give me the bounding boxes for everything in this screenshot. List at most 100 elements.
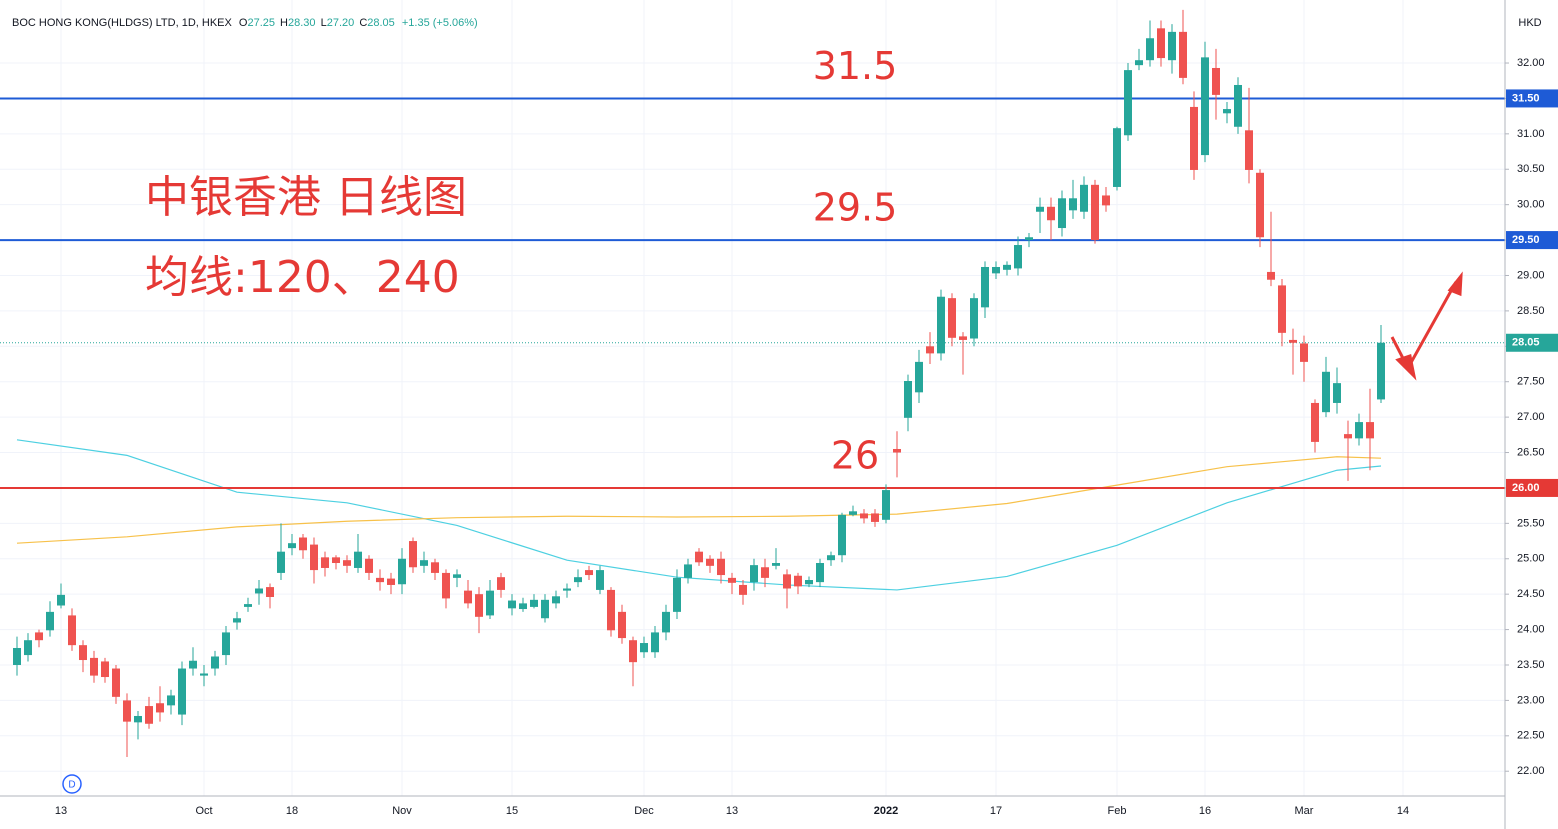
price-tag-label: 31.50 <box>1512 92 1540 104</box>
candle-body <box>1366 422 1374 439</box>
plot-area <box>0 0 1505 796</box>
arrow-head <box>1395 354 1417 381</box>
candle-body <box>618 611 626 639</box>
candle-body <box>1179 31 1187 78</box>
symbol: BOC HONG KONG(HLDGS) LTD, 1D, HKEX <box>12 17 232 29</box>
candle-body <box>1212 67 1220 95</box>
candle-body <box>68 615 76 646</box>
badge[interactable] <box>62 774 82 794</box>
y-tick-label: 22.50 <box>1517 730 1545 742</box>
candle-body <box>1333 383 1341 403</box>
arrow-drawing <box>1390 271 1463 381</box>
candle-body <box>1278 285 1286 333</box>
x-tick-label: Feb <box>1108 805 1127 817</box>
candle-body <box>904 381 912 418</box>
candle-body <box>739 584 747 595</box>
candle-body <box>13 647 21 665</box>
candle-body <box>596 570 604 590</box>
field-key: L <box>321 17 327 29</box>
candle-body <box>310 544 318 571</box>
price-tag <box>1506 478 1558 497</box>
candle-body <box>970 298 978 339</box>
candle-body <box>1256 172 1264 238</box>
price-tag-label: 26.00 <box>1512 482 1540 494</box>
field-key: O <box>239 17 248 29</box>
candle-body <box>387 578 395 585</box>
candle-body <box>354 551 362 568</box>
annotation: 中银香港 日线图 <box>145 172 467 223</box>
y-tick-label: 32.00 <box>1517 57 1545 69</box>
candle-body <box>1058 198 1066 229</box>
candle-body <box>662 611 670 633</box>
candle-body <box>728 577 736 583</box>
candle-body <box>893 448 901 453</box>
candle-body <box>530 599 538 607</box>
change: +1.35 (+5.06%) <box>402 17 478 29</box>
y-tick-label: 30.50 <box>1517 163 1545 175</box>
candle-body <box>750 565 758 583</box>
y-tick-label: 23.00 <box>1517 694 1545 706</box>
field-value: 27.20 <box>327 17 355 29</box>
candle-body <box>464 590 472 604</box>
y-tick-label: 30.00 <box>1517 199 1545 211</box>
candle-body <box>860 513 868 519</box>
field-key: C <box>359 17 367 29</box>
candle-body <box>871 513 879 522</box>
y-tick-label: 24.50 <box>1517 588 1545 600</box>
x-tick-label: Oct <box>195 805 212 817</box>
candle-body <box>420 560 428 566</box>
candle-body <box>1322 371 1330 413</box>
candle-body <box>1289 339 1297 343</box>
header: BOC HONG KONG(HLDGS) LTD, 1D, HKEX O 27.2… <box>12 17 478 29</box>
candle-body <box>959 336 967 340</box>
candle-body <box>541 599 549 619</box>
candle-body <box>46 611 54 631</box>
candle-body <box>200 673 208 676</box>
candle-body <box>794 575 802 587</box>
candle-body <box>508 600 516 609</box>
candle-body <box>112 668 120 697</box>
candle-body <box>1344 434 1352 439</box>
candle-body <box>1047 206 1055 221</box>
candle-body <box>398 558 406 585</box>
y-tick-label: 25.50 <box>1517 517 1545 529</box>
candle-body <box>706 558 714 566</box>
candle-body <box>992 266 1000 274</box>
candle-body <box>167 695 175 706</box>
candle-body <box>1113 128 1121 187</box>
candle-body <box>673 577 681 612</box>
candle-body <box>1311 402 1319 442</box>
x-tick-label: 16 <box>1199 805 1211 817</box>
x-tick-label: 2022 <box>874 805 898 817</box>
y-tick-label: 23.50 <box>1517 659 1545 671</box>
candle-body <box>1135 60 1143 66</box>
candle-body <box>882 490 890 520</box>
price-tag-label: 28.05 <box>1512 337 1540 349</box>
candle-body <box>442 572 450 599</box>
y-tick-label: 24.00 <box>1517 623 1545 635</box>
candle-body <box>1025 237 1033 241</box>
candle-body <box>1234 84 1242 127</box>
candle-body <box>277 551 285 573</box>
candle-body <box>926 346 934 354</box>
candle-body <box>255 588 263 594</box>
candle-body <box>640 643 648 653</box>
x-tick-label: 17 <box>990 805 1002 817</box>
price-tag <box>1506 333 1558 352</box>
candle-body <box>266 587 274 597</box>
x-tick-label: Dec <box>634 805 654 817</box>
y-tick-label: 25.00 <box>1517 553 1545 565</box>
candle-body <box>651 632 659 653</box>
y-tick-label: 29.00 <box>1517 269 1545 281</box>
line-note: 31.5 <box>813 44 898 88</box>
candle-body <box>629 640 637 663</box>
x-tick-label: 15 <box>506 805 518 817</box>
candle-body <box>1124 70 1132 136</box>
candle-body <box>1080 184 1088 212</box>
candle-body <box>1091 184 1099 241</box>
candle-body <box>1069 198 1077 211</box>
x-tick-label: 14 <box>1397 805 1409 817</box>
candle-body <box>783 574 791 589</box>
candle-body <box>695 551 703 563</box>
